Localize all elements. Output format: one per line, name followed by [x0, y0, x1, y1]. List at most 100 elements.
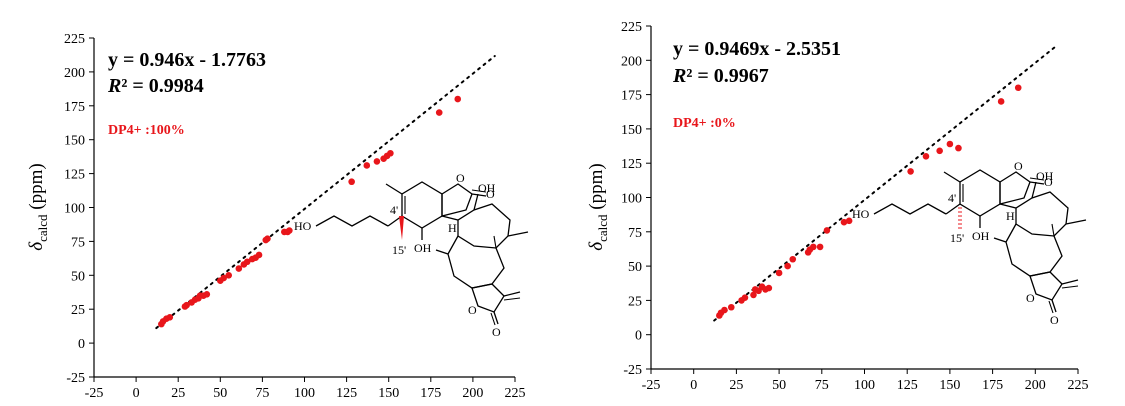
- y-tick-label: 0: [635, 329, 642, 344]
- y-tick-label: 200: [64, 66, 85, 81]
- y-tick-label: 225: [64, 32, 85, 47]
- label-h: H: [448, 221, 457, 235]
- chart-left: -25 0 25 50 75 100 125 150 175 200 225 -25 0 25 50 75 10…: [26, 32, 529, 401]
- data-point: [387, 149, 394, 157]
- x-tick-label: 200: [462, 386, 483, 401]
- y-tick-label: 200: [621, 54, 642, 69]
- data-point: [946, 140, 954, 148]
- label-o-carbonyl-top: O: [1044, 175, 1053, 189]
- y-axis-label: δcalcd (ppm): [26, 163, 50, 250]
- data-point: [997, 98, 1005, 105]
- data-point: [907, 168, 914, 175]
- label-o-carbonyl-top: O: [486, 187, 495, 201]
- y-tick-label: 125: [64, 168, 85, 183]
- r-squared: R² = 0.9984: [107, 75, 204, 97]
- x-tick-label: -25: [642, 378, 661, 393]
- label-4prime: 4': [948, 191, 956, 205]
- x-tick-label: 75: [815, 378, 829, 393]
- label-15prime: 15': [392, 243, 406, 257]
- chart-right: -25 0 25 50 75 100 125 150 175 200 225 -25 0 25 50 75 10…: [586, 20, 1089, 393]
- y-tick-label: -25: [623, 363, 642, 378]
- label-oh-top: OH: [478, 181, 496, 195]
- data-point: [166, 314, 174, 321]
- data-point: [220, 274, 227, 282]
- label-oh-bottom: OH: [414, 241, 432, 255]
- data-point: [225, 272, 233, 279]
- data-point: [264, 235, 271, 242]
- x-tick-label: 0: [690, 378, 697, 393]
- data-point: [922, 153, 930, 160]
- label-o-lactone-bottom: O: [468, 303, 477, 317]
- data-point: [373, 158, 381, 165]
- label-h: H: [1006, 209, 1015, 223]
- label-4prime: 4': [390, 203, 398, 217]
- x-tick-label: 175: [982, 378, 1003, 393]
- data-point: [363, 162, 371, 169]
- x-tick-label: 125: [336, 386, 357, 401]
- y-tick-label: 175: [621, 89, 642, 104]
- y-tick-label: 0: [78, 337, 85, 352]
- y-tick-label: 50: [71, 269, 85, 284]
- data-point: [840, 218, 848, 226]
- x-tick-label: 25: [729, 378, 743, 393]
- y-tick-label: 225: [621, 20, 642, 35]
- y-tick-label: 175: [64, 100, 85, 115]
- data-point: [255, 251, 263, 259]
- data-point: [348, 178, 355, 186]
- r-squared: R² = 0.9967: [672, 65, 769, 87]
- data-point: [775, 269, 783, 277]
- y-tick-label: -25: [66, 371, 85, 386]
- y-tick-label: 75: [628, 226, 642, 241]
- data-point: [1014, 84, 1022, 92]
- data-point: [823, 227, 831, 234]
- dp4-probability: DP4+ :0%: [673, 116, 736, 131]
- fit-line: [713, 43, 1059, 322]
- x-tick-label: 75: [255, 386, 269, 401]
- y-tick-label: 25: [71, 303, 85, 318]
- data-point: [721, 306, 728, 314]
- data-point: [183, 301, 190, 309]
- y-tick-label: 150: [621, 123, 642, 138]
- y-tick-label: 75: [71, 235, 85, 250]
- label-o-carbonyl-bottom: O: [492, 325, 501, 339]
- y-tick-label: 100: [64, 202, 85, 217]
- data-point: [816, 243, 824, 251]
- x-tick-label: 150: [378, 386, 399, 401]
- regression-equation: y = 0.946x - 1.7763: [108, 49, 266, 71]
- label-o-lactone-top: O: [1014, 159, 1023, 173]
- x-tick-label: 25: [171, 386, 185, 401]
- label-ho: HO: [294, 219, 312, 233]
- dp4-probability: DP4+ :100%: [108, 123, 185, 138]
- y-tick-label: 100: [621, 192, 642, 207]
- regression-equation: y = 0.9469x - 2.5351: [673, 38, 841, 60]
- label-15prime: 15': [950, 231, 964, 245]
- x-tick-label: 225: [1068, 378, 1089, 393]
- data-point: [454, 95, 462, 103]
- x-tick-label: 225: [505, 386, 526, 401]
- data-point: [203, 290, 211, 298]
- label-o-lactone-top: O: [456, 171, 465, 185]
- label-oh-top: OH: [1036, 169, 1054, 183]
- fit-line: [155, 55, 496, 330]
- data-point: [789, 255, 797, 263]
- data-point: [286, 227, 293, 234]
- wedge-bond: [399, 216, 404, 240]
- y-tick-label: 50: [628, 260, 642, 275]
- data-point: [435, 109, 443, 116]
- data-point: [784, 262, 791, 270]
- x-tick-label: -25: [85, 386, 104, 401]
- data-point: [235, 265, 243, 272]
- data-point: [955, 144, 962, 152]
- data-point: [765, 284, 773, 292]
- x-tick-label: 100: [854, 378, 875, 393]
- data-point: [936, 147, 943, 155]
- x-tick-label: 150: [939, 378, 960, 393]
- label-o-lactone-bottom: O: [1026, 291, 1035, 305]
- data-point: [727, 303, 735, 311]
- label-ho: HO: [852, 207, 870, 221]
- x-tick-label: 50: [213, 386, 227, 401]
- label-oh-bottom: OH: [972, 229, 990, 243]
